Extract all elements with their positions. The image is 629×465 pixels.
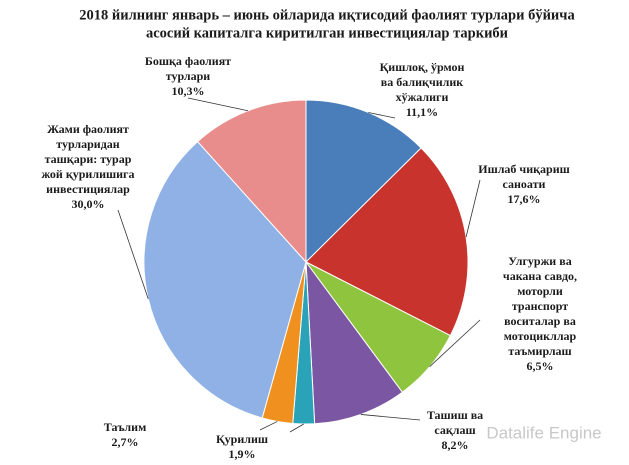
leader-line — [368, 112, 396, 119]
slice-label: Жами фаолият — [47, 122, 129, 136]
slice-label: Қурилиш — [216, 432, 268, 446]
slice-label: Ташиш ва — [427, 408, 483, 422]
slice-label: Ишлаб чиқариш — [478, 162, 570, 176]
slice-label: Қишлоқ, ўрмон — [380, 60, 465, 74]
chart-title: 2018 йилнинг январь – июнь ойларида иқти… — [79, 7, 575, 23]
value-label: 17,6% — [508, 192, 541, 206]
slice-label: инвестициялар — [46, 182, 130, 196]
leader-line — [259, 421, 278, 431]
slice-label: таъмирлаш — [508, 344, 571, 358]
slice-label: мотоцикллар — [504, 329, 577, 343]
slice-label: ташқари: турар — [45, 152, 132, 166]
chart-title: асосий капиталга киритилган инвестицияла… — [146, 25, 508, 41]
slice-label: саноати — [503, 177, 546, 191]
leader-line — [360, 414, 421, 421]
value-label: 11,1% — [406, 105, 438, 119]
slice-label: хўжалиги — [396, 90, 449, 104]
value-label: 6,5% — [527, 359, 554, 373]
watermark: Datalife Engine — [486, 423, 601, 442]
leader-line — [187, 97, 249, 112]
leader-line — [117, 209, 149, 299]
slice-label: ва балиқчилик — [381, 75, 463, 89]
leader-line — [429, 319, 481, 367]
pie-slice — [143, 140, 307, 419]
slice-label: Улгуржи ва — [508, 254, 571, 268]
slice-label: турлари — [166, 69, 211, 83]
value-label: 10,3% — [172, 84, 205, 98]
slice-label: турларидан — [56, 137, 120, 151]
value-label: 30,0% — [72, 197, 105, 211]
slice-label: жой қурилишига — [42, 167, 135, 181]
leader-line — [465, 179, 481, 238]
pie-slice — [305, 99, 422, 264]
slice-label: сақлаш — [434, 423, 475, 437]
slice-label: Бошқа фаолият — [145, 54, 231, 68]
slice-label: воситалар ва — [504, 314, 576, 328]
slice-label: моторли — [517, 284, 563, 298]
slice-label: чакана савдо, — [503, 269, 577, 283]
value-label: 2,7% — [112, 435, 139, 449]
pie-slice — [305, 260, 404, 425]
slice-label: Таълим — [104, 420, 147, 434]
value-label: 8,2% — [442, 438, 469, 452]
value-label: 1,9% — [229, 447, 256, 461]
slice-label: транспорт — [512, 299, 568, 313]
leader-line — [289, 423, 304, 433]
